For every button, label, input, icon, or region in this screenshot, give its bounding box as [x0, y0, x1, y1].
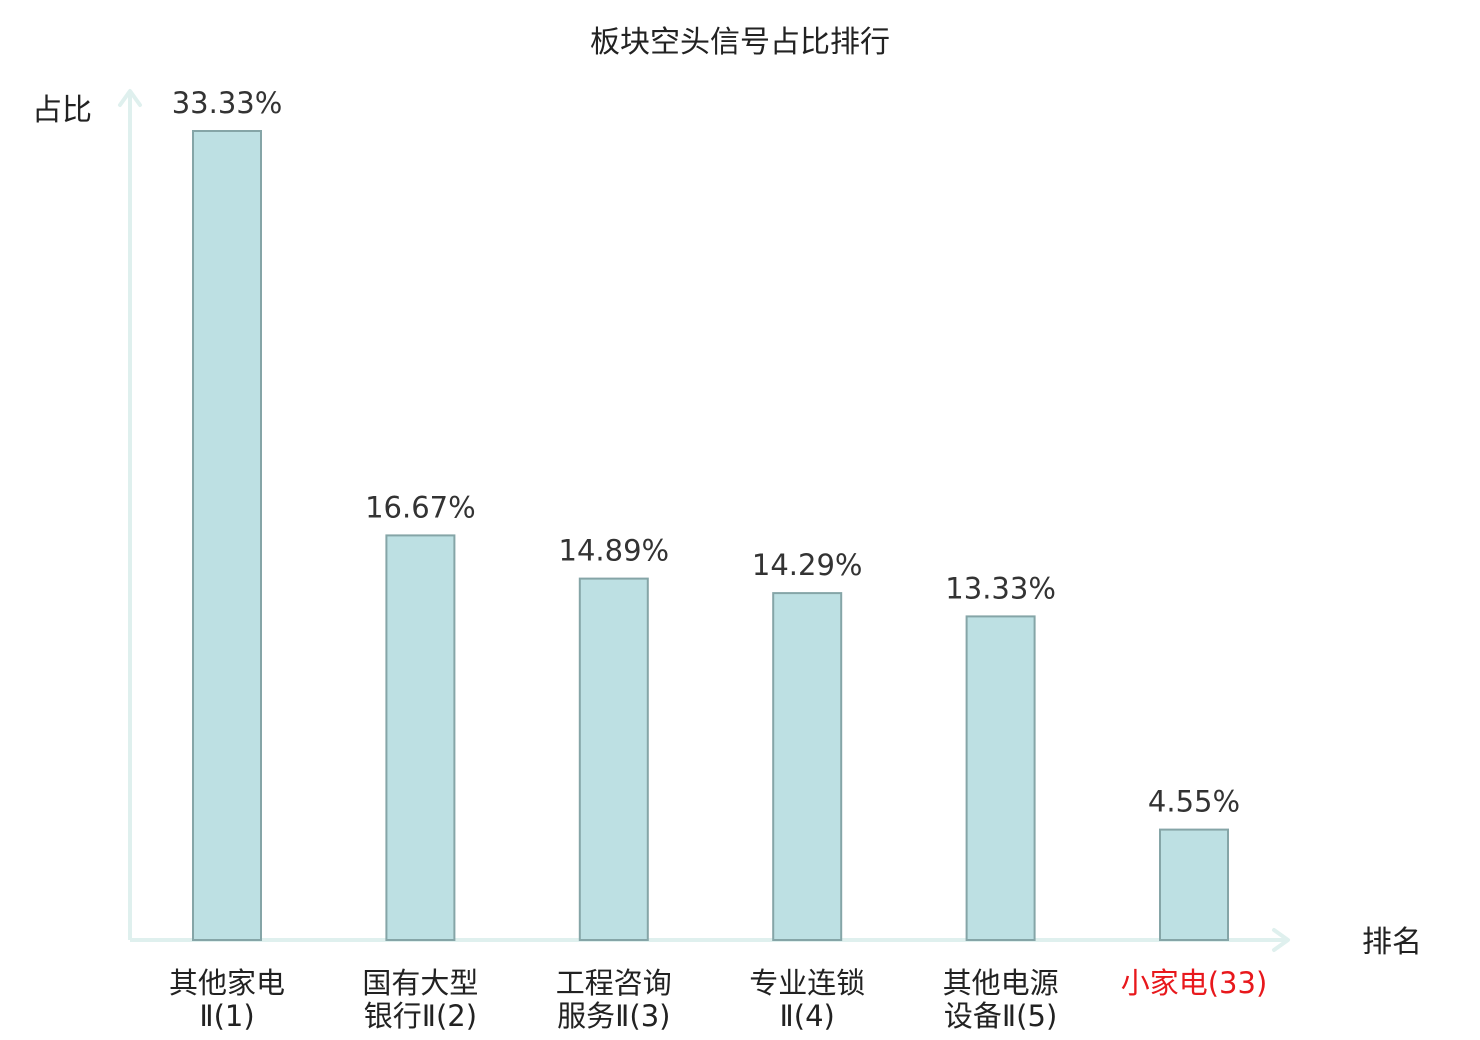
category-label-line: 国有大型 — [362, 966, 478, 1000]
category-label-line: 其他电源 — [943, 966, 1059, 1000]
category-label-line: 银行Ⅱ(2) — [364, 999, 477, 1033]
bars-group — [192, 130, 1229, 942]
x-axis-label: 排名 — [1362, 925, 1422, 960]
x-axis-arrow-icon — [1272, 928, 1290, 952]
bar — [385, 534, 456, 942]
y-axis-label: 占比 — [32, 93, 92, 128]
category-label: 其他家电 Ⅱ(1) — [169, 966, 285, 1033]
bar — [192, 130, 262, 941]
category-label-line: 服务Ⅱ(3) — [557, 999, 670, 1033]
category-label: 国有大型银行Ⅱ(2) — [362, 966, 478, 1033]
value-label: 4.55% — [1148, 785, 1240, 819]
value-label: 14.29% — [752, 548, 863, 582]
bar — [578, 577, 649, 941]
bar — [965, 615, 1036, 942]
bar — [772, 592, 843, 941]
category-label: 专业连锁 Ⅱ(4) — [749, 966, 865, 1033]
bar — [1159, 828, 1229, 941]
value-label: 33.33% — [172, 86, 283, 120]
category-label-line: Ⅱ(4) — [780, 999, 835, 1033]
category-label-line: 其他家电 — [169, 966, 285, 1000]
value-label: 14.89% — [559, 534, 670, 568]
category-label: 小家电(33) — [1121, 966, 1268, 1000]
chart-title: 板块空头信号占比排行 — [590, 25, 890, 60]
value-labels-group: 33.33% 16.67% 14.89% 14.29% 13.33% 4.55% — [172, 86, 1240, 819]
category-label-line: 设备Ⅱ(5) — [944, 999, 1057, 1033]
category-label: 工程咨询服务Ⅱ(3) — [556, 966, 672, 1033]
x-axis: 排名 — [130, 925, 1422, 960]
category-label: 其他电源设备Ⅱ(5) — [943, 966, 1059, 1033]
y-axis: 占比 — [32, 89, 142, 940]
category-label-line: Ⅱ(1) — [199, 999, 254, 1033]
category-label-line: 专业连锁 — [749, 966, 865, 1000]
category-label-line: 小家电(33) — [1121, 966, 1268, 1000]
category-labels-group: 其他家电 Ⅱ(1) 国有大型银行Ⅱ(2) 工程咨询服务Ⅱ(3) 专业连锁 Ⅱ(4) 其他电源… — [169, 966, 1267, 1033]
value-label: 16.67% — [365, 490, 476, 524]
value-label: 13.33% — [945, 571, 1056, 605]
y-axis-arrow-icon — [118, 89, 142, 107]
category-label-line: 工程咨询 — [556, 966, 672, 1000]
